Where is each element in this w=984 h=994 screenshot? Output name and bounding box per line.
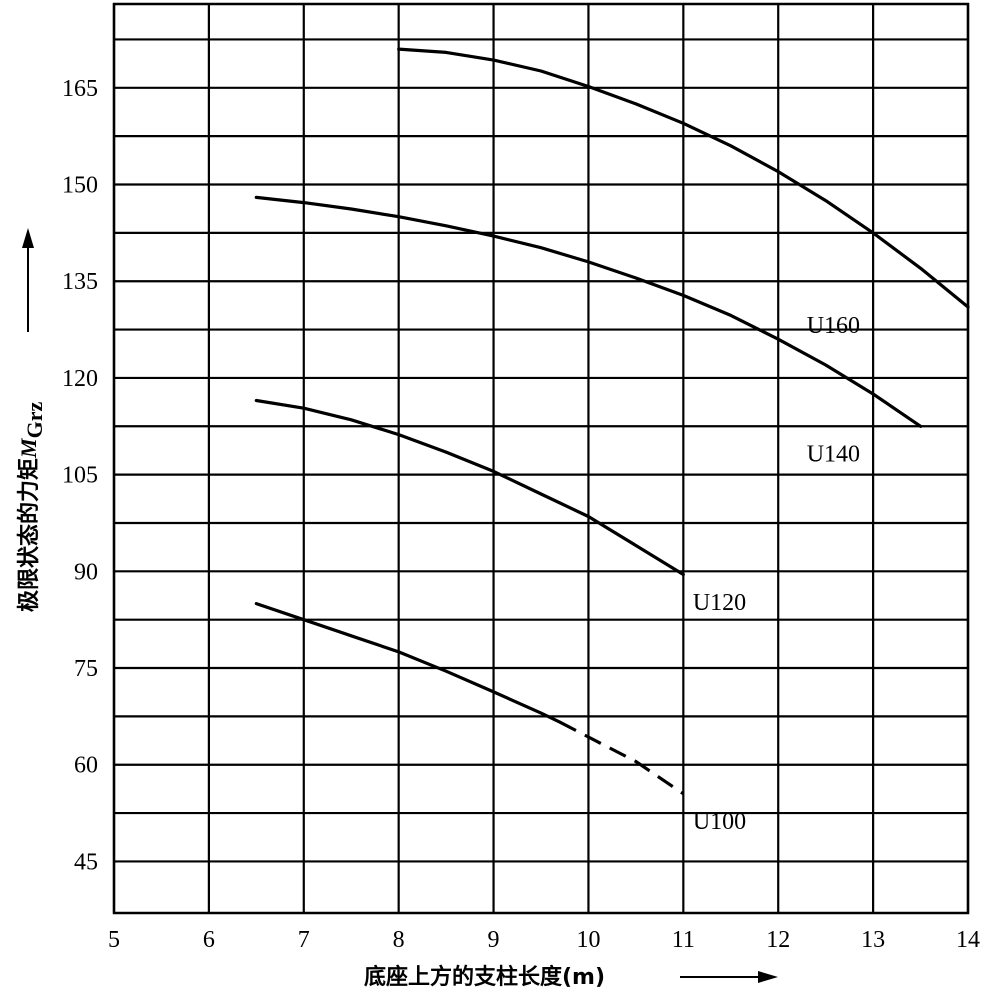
series-line-u100-dashed	[559, 720, 685, 796]
y-tick-label-75: 75	[74, 656, 98, 682]
y-tick-label-135: 135	[62, 269, 98, 295]
x-tick-label-9: 9	[488, 927, 500, 953]
y-axis-subscript: Grz	[22, 402, 47, 439]
y-tick-label-60: 60	[74, 753, 98, 779]
tick-labels: 5 6 7 8 9 10 11 12 13 14 45 60 75 90 105 120 135 150 165	[62, 76, 980, 953]
grid	[112, 2, 970, 915]
y-tick-label-150: 150	[62, 173, 98, 199]
x-axis-title-group: 底座上方的支柱长度(m)	[364, 964, 778, 990]
x-axis-arrow-head	[758, 971, 778, 983]
x-tick-label-5: 5	[108, 927, 120, 953]
series-labels: U160 U140 U120 U100	[693, 313, 860, 835]
series-label-u100: U100	[693, 809, 746, 835]
y-tick-label-45: 45	[74, 849, 98, 875]
series-line-u120	[254, 398, 685, 577]
x-tick-label-14: 14	[956, 927, 980, 953]
series-line-u140	[254, 195, 923, 428]
y-tick-label-120: 120	[62, 366, 98, 392]
series-group	[254, 47, 970, 796]
series-label-u120: U120	[693, 590, 746, 616]
y-axis-arrow-head	[22, 228, 34, 248]
x-tick-label-7: 7	[298, 927, 310, 953]
x-tick-label-11: 11	[672, 927, 695, 953]
x-tick-label-6: 6	[203, 927, 215, 953]
x-tick-label-12: 12	[766, 927, 790, 953]
y-axis-title-text: 极限状态的力矩	[16, 458, 42, 612]
y-axis-title-group: 极限状态的力矩MGrz	[16, 402, 47, 612]
series-label-u140: U140	[807, 442, 860, 468]
x-tick-label-10: 10	[576, 927, 600, 953]
y-tick-label-90: 90	[74, 559, 98, 585]
series-label-u160: U160	[807, 313, 860, 339]
series-line-u100	[254, 602, 562, 724]
y-tick-label-165: 165	[62, 76, 98, 102]
x-tick-label-8: 8	[393, 927, 405, 953]
y-axis-title: 极限状态的力矩MGrz	[16, 402, 47, 612]
x-axis-title: 底座上方的支柱长度(m)	[364, 964, 605, 990]
series-line-u160	[397, 47, 970, 309]
x-tick-label-13: 13	[861, 927, 885, 953]
y-axis-symbol: M	[16, 437, 41, 459]
y-tick-label-105: 105	[62, 463, 98, 489]
